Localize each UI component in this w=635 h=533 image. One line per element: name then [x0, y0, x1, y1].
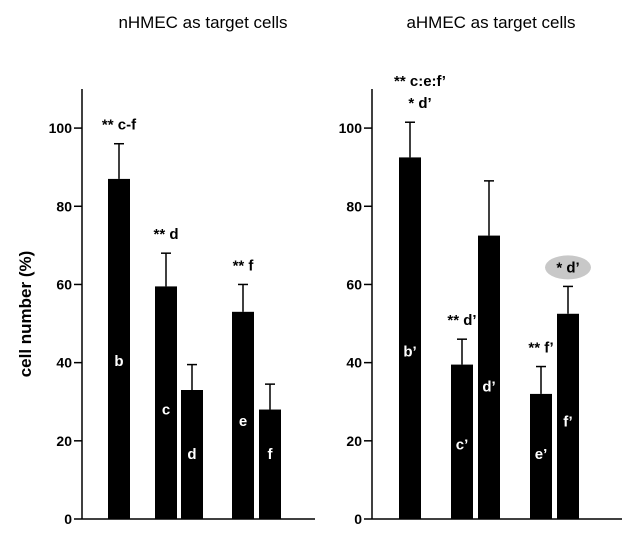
- y-tick-label: 100: [49, 120, 73, 136]
- bar-4: [530, 393, 552, 519]
- y-tick-label: 20: [346, 433, 362, 449]
- y-tick-label: 80: [346, 198, 362, 214]
- bar-label: f: [268, 446, 274, 463]
- significance-annotation: ** d: [153, 226, 178, 243]
- bar-1: [399, 157, 421, 519]
- bar-2: [155, 286, 177, 519]
- y-tick-label: 60: [346, 276, 362, 292]
- significance-annotation: ** c-f: [102, 117, 137, 134]
- bar-label: e’: [535, 446, 548, 463]
- bar-label: b: [114, 353, 123, 370]
- chart-title: aHMEC as target cells: [406, 13, 575, 32]
- significance-annotation: ** d’: [447, 312, 476, 329]
- annotation-highlight: [545, 255, 591, 280]
- significance-annotation: ** f’: [528, 340, 553, 357]
- chart-title: nHMEC as target cells: [118, 13, 287, 32]
- bar-5: [557, 313, 579, 519]
- bar-label: f’: [563, 414, 572, 431]
- bar-label: c’: [456, 437, 469, 454]
- y-tick-label: 40: [346, 355, 362, 371]
- y-tick-label: 60: [56, 276, 72, 292]
- bar-label: b’: [403, 343, 416, 360]
- bar-3: [181, 390, 203, 519]
- significance-annotation: ** c:e:f’: [394, 73, 446, 90]
- significance-annotation: * d’: [408, 95, 431, 112]
- y-axis-label: cell number (%): [16, 251, 35, 378]
- y-tick-label: 0: [64, 511, 72, 527]
- y-tick-label: 0: [354, 511, 362, 527]
- bar-2: [451, 364, 473, 519]
- bar-label: d’: [482, 378, 495, 395]
- chart-panel-2: aHMEC as target cells 0 20 40 60 80 100 b’ * d’ *…: [339, 13, 622, 527]
- y-tick-label: 20: [56, 433, 72, 449]
- chart-panel-1: nHMEC as target cells 0 20 40 60 80 100 cell nu…: [16, 13, 315, 527]
- bar-3: [478, 235, 500, 519]
- significance-annotation: * d’: [556, 259, 579, 276]
- bar-label: e: [239, 413, 247, 430]
- y-tick-label: 80: [56, 198, 72, 214]
- y-tick-label: 100: [339, 120, 363, 136]
- bar-5: [259, 409, 281, 519]
- bar-label: d: [187, 446, 196, 463]
- bar-label: c: [162, 401, 170, 418]
- bar-1: [108, 178, 130, 519]
- significance-annotation: ** f: [233, 257, 255, 274]
- y-tick-label: 40: [56, 355, 72, 371]
- bar-4: [232, 311, 254, 519]
